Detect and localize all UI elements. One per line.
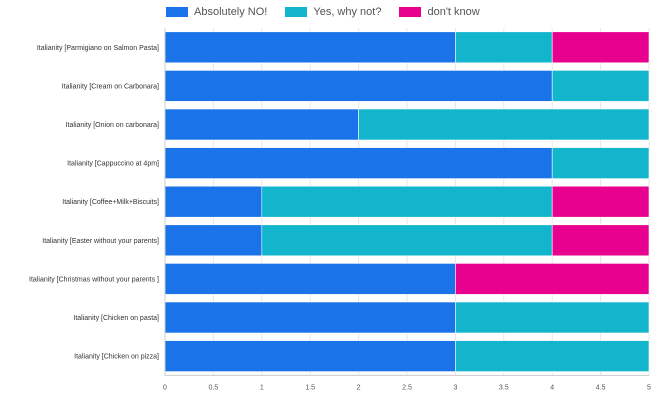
- bar-segment[interactable]: [551, 31, 650, 64]
- bar-segment[interactable]: [455, 263, 650, 295]
- category-label: Italianity [Easter without your parents]: [42, 238, 159, 245]
- bar-segment[interactable]: [261, 185, 553, 218]
- bar-segment[interactable]: [164, 31, 456, 64]
- category-label: Italianity [Cream on Carbonara]: [62, 83, 159, 90]
- x-tick-label: 1.5: [305, 384, 315, 391]
- bar-segment[interactable]: [551, 70, 650, 102]
- bar-segment[interactable]: [164, 263, 456, 295]
- x-tick-label: 4: [550, 384, 554, 391]
- legend-swatch: [166, 7, 188, 17]
- legend-item-dont-know[interactable]: don't know: [399, 6, 480, 18]
- x-tick-label: 3.5: [499, 384, 509, 391]
- legend-swatch: [399, 7, 422, 17]
- category-label: Italianity [Coffee+Milk+Biscuits]: [62, 199, 159, 206]
- category-label: Italianity [Chicken on pizza]: [74, 354, 159, 361]
- category-label: Italianity [Cappuccino at 4pm]: [67, 161, 159, 168]
- x-tick-label: 0: [163, 384, 167, 391]
- legend-item-yes-why-not[interactable]: Yes, why not?: [285, 6, 381, 18]
- bar-segment[interactable]: [164, 108, 359, 141]
- category-label: Italianity [Chicken on pasta]: [73, 315, 159, 322]
- bar-segment[interactable]: [164, 301, 456, 334]
- bar-segment[interactable]: [551, 224, 650, 257]
- category-label: Italianity [Christmas without your paren…: [29, 276, 159, 283]
- bar-segment[interactable]: [164, 224, 263, 257]
- bar-segment[interactable]: [551, 185, 650, 218]
- legend-label: Absolutely NO!: [194, 6, 268, 18]
- bar-segment[interactable]: [358, 108, 650, 141]
- category-label: Italianity [Onion on carbonara]: [66, 122, 159, 129]
- bar-segment[interactable]: [164, 185, 263, 218]
- x-tick-label: 2.5: [402, 384, 412, 391]
- bar-segment[interactable]: [164, 147, 553, 179]
- legend-item-absolutely-no[interactable]: Absolutely NO!: [166, 6, 267, 18]
- legend-swatch: [285, 7, 308, 17]
- bar-segment[interactable]: [164, 70, 553, 102]
- bar-segment[interactable]: [164, 340, 456, 372]
- x-tick-label: 3: [453, 384, 457, 391]
- bar-segment[interactable]: [551, 147, 650, 179]
- legend-label: don't know: [427, 6, 480, 18]
- category-label: Italianity [Parmigiano on Salmon Pasta]: [37, 45, 159, 52]
- bar-segment[interactable]: [455, 340, 650, 372]
- legend-label: Yes, why not?: [313, 6, 382, 18]
- x-tick-label: 4.5: [596, 384, 606, 391]
- x-tick-label: 0.5: [209, 384, 219, 391]
- x-tick-label: 5: [647, 384, 651, 391]
- bar-segment[interactable]: [455, 31, 553, 64]
- bar-segment[interactable]: [455, 301, 650, 334]
- chart-legend: Absolutely NO! Yes, why not? don't know: [166, 6, 498, 18]
- x-tick-label: 1: [260, 384, 264, 391]
- bar-segment[interactable]: [261, 224, 553, 257]
- x-tick-label: 2: [357, 384, 361, 391]
